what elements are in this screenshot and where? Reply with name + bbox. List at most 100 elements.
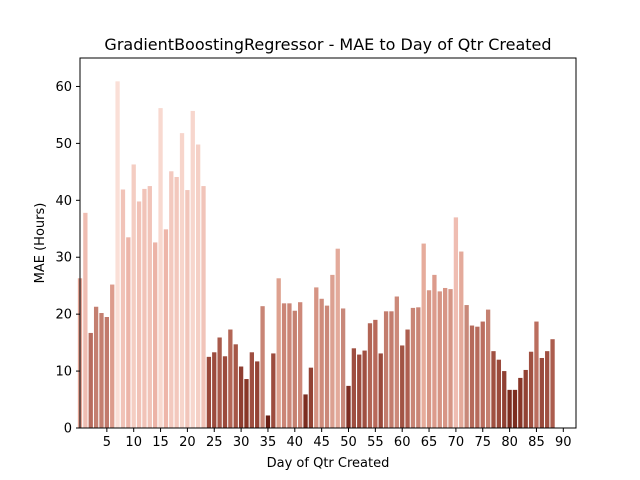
bar-day-1 [83, 212, 88, 428]
bar-day-30 [238, 366, 244, 428]
x-tick-label: 20 [179, 435, 196, 450]
bar-day-46 [324, 305, 330, 428]
bar-day-12 [142, 188, 147, 428]
bars-group [77, 81, 555, 428]
bar-day-56 [378, 353, 383, 428]
bar-day-26 [217, 337, 222, 428]
bar-day-60 [400, 345, 405, 428]
bar-day-21 [190, 110, 195, 428]
bar-day-20 [185, 190, 190, 428]
bar-day-23 [201, 186, 206, 428]
bar-day-38 [281, 303, 287, 428]
y-axis-label: MAE (Hours) [33, 203, 48, 284]
x-tick-label: 70 [448, 435, 465, 450]
bar-day-86 [539, 357, 544, 428]
bar-day-80 [507, 389, 512, 428]
bar-day-67 [437, 291, 442, 428]
chart-title: GradientBoostingRegressor - MAE to Day o… [104, 35, 551, 54]
bar-day-62 [410, 307, 416, 428]
bar-day-44 [314, 287, 319, 428]
x-axis: 5 10 15 20 25 30 35 40 45 50 55 60 65 70 75 80 85 90 [103, 428, 572, 450]
y-axis: 0 10 20 30 40 50 60 [55, 80, 80, 437]
bar-day-8 [120, 189, 126, 428]
bar-day-75 [480, 321, 485, 428]
x-tick-label: 45 [313, 435, 330, 450]
bar-day-72 [464, 305, 469, 428]
bar-day-59 [394, 296, 399, 428]
bar-day-22 [195, 144, 201, 428]
x-tick-label: 10 [125, 435, 142, 450]
bar-day-24 [206, 356, 212, 428]
bar-day-19 [179, 133, 185, 428]
bar-day-64 [421, 243, 426, 428]
bar-day-5 [104, 317, 109, 428]
bar-day-82 [518, 377, 523, 428]
bar-day-7 [115, 81, 120, 428]
bar-day-52 [357, 354, 362, 428]
bar-day-51 [351, 348, 357, 428]
bar-day-16 [163, 229, 169, 428]
bar-day-3 [93, 306, 99, 428]
bar-day-34 [260, 306, 265, 428]
bar-day-57 [383, 311, 389, 428]
bar-day-69 [448, 289, 453, 428]
bar-day-41 [298, 302, 303, 428]
bar-day-40 [292, 310, 297, 428]
bar-day-79 [502, 371, 507, 428]
bar-day-25 [212, 352, 217, 428]
bar-day-39 [287, 303, 292, 428]
y-tick-label: 10 [55, 365, 72, 380]
bar-day-10 [131, 164, 136, 428]
bar-day-76 [485, 309, 491, 428]
bar-day-50 [346, 385, 351, 428]
bar-day-47 [330, 274, 335, 428]
bar-day-6 [110, 284, 115, 428]
bar-day-70 [453, 217, 459, 428]
bar-day-17 [169, 171, 174, 428]
x-tick-label: 90 [555, 435, 572, 450]
y-tick-label: 0 [64, 422, 72, 437]
plot-frame [79, 57, 577, 429]
bar-day-53 [362, 350, 367, 428]
bar-day-13 [147, 186, 152, 428]
x-tick-label: 15 [152, 435, 169, 450]
x-tick-label: 30 [233, 435, 250, 450]
bar-day-85 [534, 321, 539, 428]
bar-day-61 [405, 329, 410, 428]
bar-day-73 [469, 325, 475, 428]
x-tick-label: 40 [287, 435, 304, 450]
x-tick-label: 75 [474, 435, 491, 450]
y-tick-label: 40 [55, 194, 72, 209]
bar-day-83 [523, 369, 528, 428]
bar-day-66 [432, 274, 437, 428]
x-tick-label: 25 [206, 435, 223, 450]
bar-day-88 [550, 339, 555, 428]
bar-day-4 [99, 313, 104, 428]
bar-day-11 [136, 201, 142, 428]
bar-day-36 [271, 353, 276, 428]
bar-day-14 [153, 242, 158, 428]
bar-day-68 [443, 287, 448, 428]
x-tick-label: 60 [394, 435, 411, 450]
bar-day-58 [389, 311, 394, 428]
bar-day-84 [528, 351, 534, 428]
x-tick-label: 50 [340, 435, 357, 450]
y-tick-label: 20 [55, 308, 72, 323]
x-tick-label: 65 [421, 435, 438, 450]
y-tick-label: 30 [55, 251, 72, 266]
bar-day-31 [244, 379, 249, 428]
bar-day-81 [512, 389, 518, 428]
bar-day-87 [545, 351, 550, 428]
x-tick-label: 80 [501, 435, 518, 450]
bar-day-55 [373, 319, 378, 428]
bar-day-65 [426, 290, 432, 428]
x-tick-label: 55 [367, 435, 384, 450]
bar-day-35 [265, 415, 271, 428]
bar-day-63 [416, 307, 421, 428]
bar-day-42 [303, 394, 308, 428]
y-tick-label: 50 [55, 137, 72, 152]
bar-day-43 [308, 367, 314, 428]
bar-day-28 [228, 329, 233, 428]
